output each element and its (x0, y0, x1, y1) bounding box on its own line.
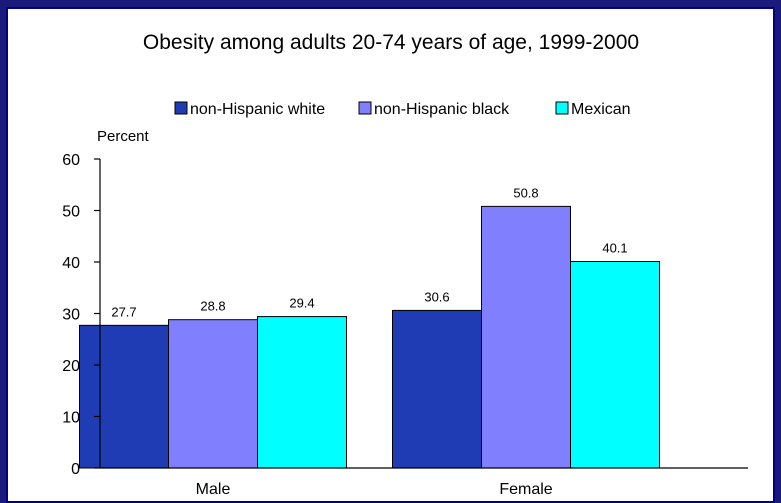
data-label: 30.6 (424, 289, 449, 304)
y-axis-label: Percent (97, 128, 150, 145)
bar (570, 260, 660, 469)
y-tick-label: 50 (62, 204, 80, 221)
data-label: 29.4 (289, 296, 314, 311)
data-label: 28.8 (200, 299, 225, 314)
chart-legend: non-Hispanic white non-Hispanic black Mexi… (174, 101, 631, 118)
legend-label: Mexican (571, 101, 631, 118)
y-tick-label: 10 (62, 410, 80, 427)
bar (392, 309, 482, 469)
legend-label: non-Hispanic black (374, 101, 510, 118)
y-tick-label: 60 (62, 152, 80, 169)
bar (481, 205, 571, 469)
chart-title: Obesity among adults 20-74 years of age,… (143, 31, 639, 54)
bar (79, 324, 169, 469)
legend-swatch (174, 101, 188, 115)
x-tick-label: Female (499, 481, 552, 498)
bar (168, 319, 258, 469)
bars-group: 27.7 28.8 29.4 30.6 50.8 40.1 (79, 185, 660, 469)
legend-swatch (555, 101, 569, 115)
y-tick-label: 30 (62, 307, 80, 324)
bar (257, 316, 347, 469)
y-tick-label: 0 (71, 461, 80, 478)
bar-chart: Obesity among adults 20-74 years of age,… (62, 31, 748, 498)
legend-swatch (358, 101, 372, 115)
data-label: 27.7 (111, 304, 136, 319)
data-label: 40.1 (602, 240, 627, 255)
data-label: 50.8 (513, 185, 538, 200)
y-tick-label: 40 (62, 255, 80, 272)
x-tick-label: Male (196, 481, 231, 498)
chart-panel: Obesity among adults 20-74 years of age,… (6, 7, 775, 503)
axes-group: 0 10 20 30 40 50 60 Male Female (62, 152, 748, 498)
y-tick-label: 20 (62, 358, 80, 375)
legend-label: non-Hispanic white (190, 101, 325, 118)
